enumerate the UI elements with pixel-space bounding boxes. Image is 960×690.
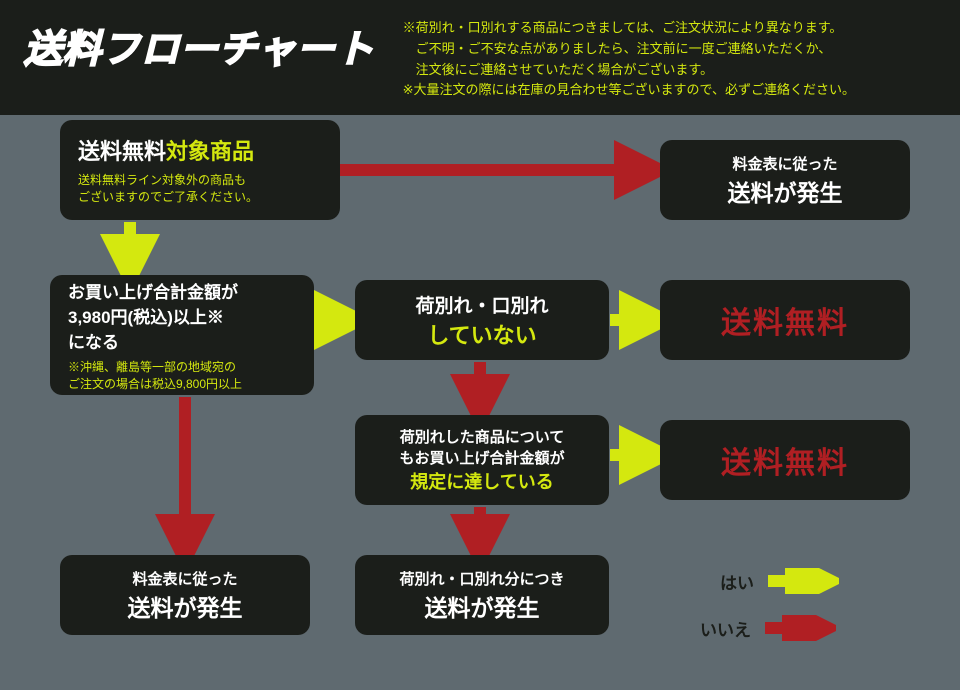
- node-line1: 荷別れした商品について もお買い上げ合計金額が: [399, 426, 564, 468]
- node-subtext: ※沖縄、離島等一部の地域宛の ご注文の場合は税込9,800円以上: [68, 359, 242, 393]
- node-line2: 送料が発生: [128, 589, 243, 623]
- header-notes: ※荷別れ・口別れする商品につきましては、ご注文状況により異なります。 ご不明・ご…: [403, 18, 855, 101]
- flow-node: 送料無料: [660, 280, 910, 360]
- node-subtext: 送料無料ライン対象外の商品も ございますのでご了承ください。: [78, 172, 258, 206]
- legend-arrow-icon: [766, 568, 839, 594]
- legend-label: はい: [720, 569, 754, 594]
- legend-yes: はい: [720, 568, 839, 594]
- flow-node: 荷別れした商品について もお買い上げ合計金額が規定に達している: [355, 415, 609, 505]
- flow-node: 送料無料対象商品送料無料ライン対象外の商品も ございますのでご了承ください。: [60, 120, 340, 220]
- flow-node: 荷別れ・口別れ分につき送料が発生: [355, 555, 609, 635]
- page-title: 送料フローチャート: [24, 18, 375, 73]
- node-line2: 送料が発生: [728, 174, 843, 208]
- free-shipping-label: 送料無料: [721, 298, 849, 342]
- node-title: 送料無料対象商品: [78, 134, 254, 166]
- flow-node: 料金表に従った送料が発生: [660, 140, 910, 220]
- flow-node: お買い上げ合計金額が 3,980円(税込)以上※ になる ※沖縄、離島等一部の地域…: [50, 275, 314, 395]
- node-line2: 送料が発生: [425, 589, 540, 623]
- node-line1: 荷別れ・口別れ: [415, 291, 548, 318]
- flow-node: 送料無料: [660, 420, 910, 500]
- free-shipping-label: 送料無料: [721, 438, 849, 482]
- flow-node: 料金表に従った送料が発生: [60, 555, 310, 635]
- legend-label: いいえ: [700, 616, 751, 641]
- node-line2: 規定に達している: [410, 468, 553, 494]
- flow-node: 荷別れ・口別れしていない: [355, 280, 609, 360]
- node-line1: 荷別れ・口別れ分につき: [399, 568, 564, 589]
- header-bar: 送料フローチャート ※荷別れ・口別れする商品につきましては、ご注文状況により異な…: [0, 0, 960, 115]
- node-line2: していない: [427, 318, 536, 350]
- node-line1: 料金表に従った: [132, 568, 237, 589]
- legend-arrow-icon: [763, 615, 836, 641]
- node-line1: 料金表に従った: [732, 153, 837, 174]
- legend-no: いいえ: [700, 615, 836, 641]
- node-line1: お買い上げ合計金額が 3,980円(税込)以上※ になる: [68, 278, 238, 353]
